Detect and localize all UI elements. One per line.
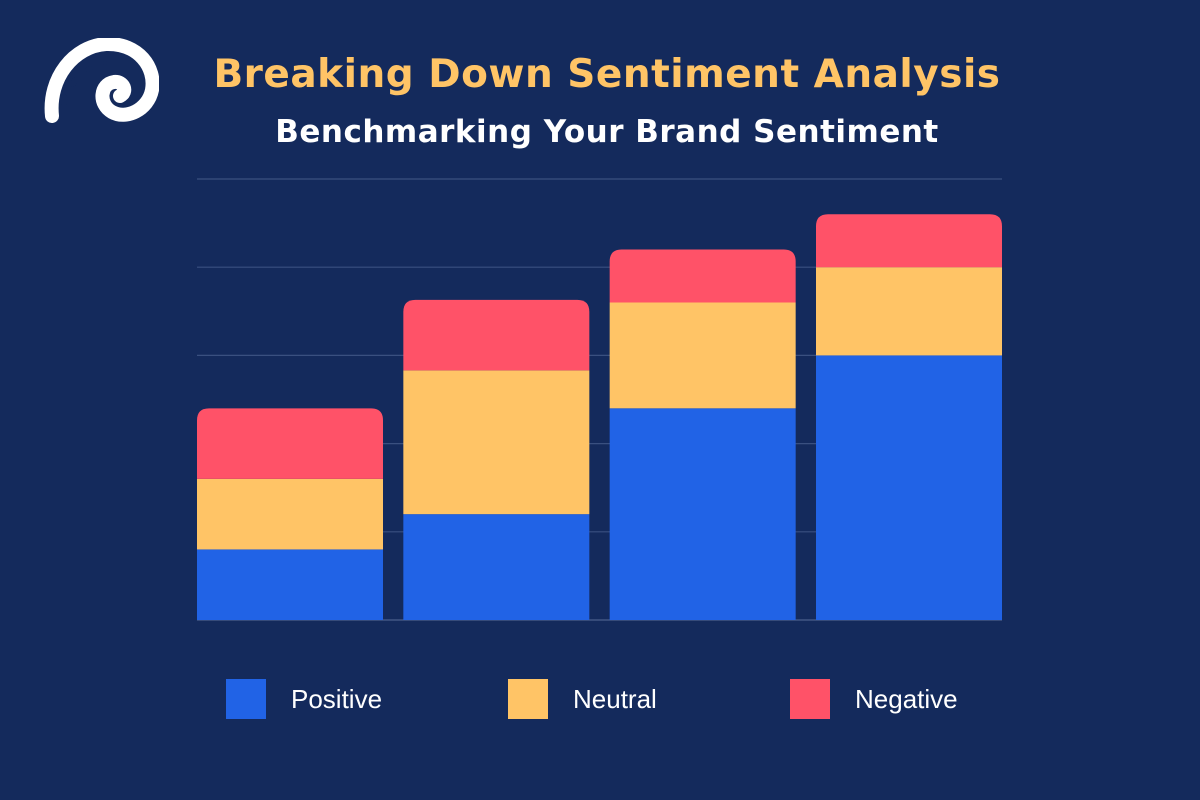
bar-negative-4	[816, 214, 1002, 268]
bar-positive-4	[816, 355, 1002, 620]
legend-negative: Negative	[790, 678, 958, 720]
legend-swatch-negative	[790, 679, 830, 719]
chart-title: Breaking Down Sentiment Analysis	[213, 52, 1001, 97]
bar-neutral-3	[609, 302, 796, 409]
bar-negative-2	[403, 299, 590, 371]
bar-neutral-4	[816, 267, 1002, 356]
bar-positive-3	[609, 408, 796, 620]
bar-neutral-2	[403, 370, 590, 515]
bar-positive-1	[197, 549, 383, 620]
legend-label-negative: Negative	[855, 683, 958, 714]
legend-positive: Positive	[226, 678, 382, 720]
chart-subtitle: Benchmarking Your Brand Sentiment	[275, 114, 939, 150]
legend-label-positive: Positive	[291, 683, 383, 714]
bar-negative-1	[197, 408, 383, 479]
legend-neutral: Neutral	[508, 678, 657, 720]
legend-label-neutral: Neutral	[573, 683, 657, 714]
swirl-logo-icon	[44, 38, 159, 123]
legend-swatch-positive	[226, 679, 266, 719]
bar-negative-3	[609, 249, 796, 303]
bar-neutral-1	[197, 478, 383, 550]
bar-positive-2	[403, 514, 590, 620]
legend-swatch-neutral	[508, 679, 548, 719]
